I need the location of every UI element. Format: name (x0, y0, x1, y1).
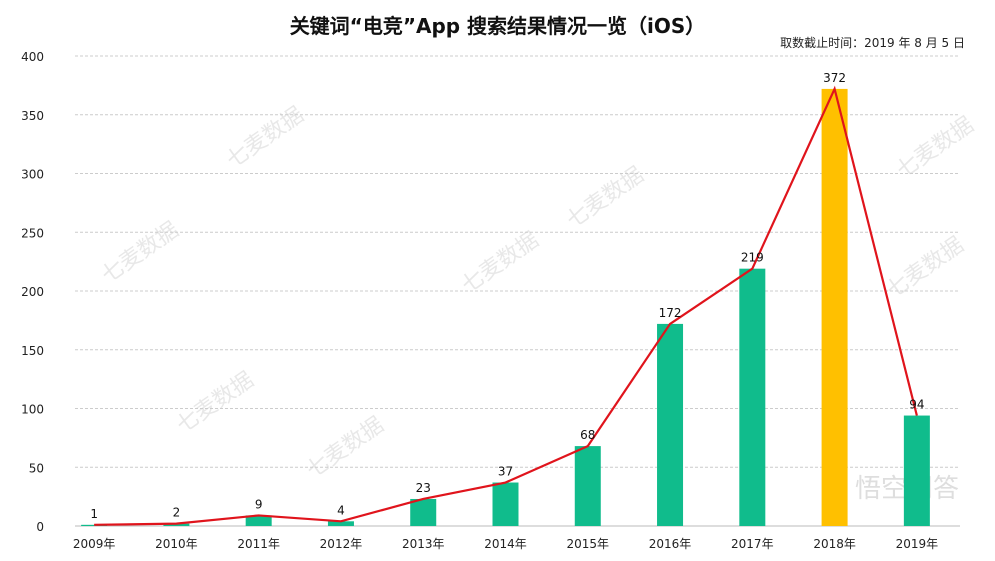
x-tick-label: 2012年 (320, 537, 363, 551)
data-cutoff-note: 取数截止时间：2019 年 8 月 5 日 (780, 36, 965, 50)
data-label: 94 (909, 398, 924, 412)
bar (327, 521, 354, 526)
bar (739, 268, 766, 526)
x-tick-label: 2019年 (896, 537, 939, 551)
data-label: 219 (741, 251, 764, 265)
bar (574, 446, 601, 526)
y-tick-label: 100 (21, 403, 44, 417)
x-tick-label: 2015年 (566, 537, 609, 551)
data-label: 372 (823, 71, 846, 85)
bar (492, 482, 519, 526)
data-label: 37 (498, 465, 513, 479)
data-label: 172 (659, 306, 682, 320)
data-label: 68 (580, 428, 595, 442)
x-tick-label: 2017年 (731, 537, 774, 551)
x-tick-label: 2011年 (237, 537, 280, 551)
bar (903, 415, 930, 526)
chart-title: 关键词“电竞”App 搜索结果情况一览（iOS） (289, 14, 706, 38)
bar (410, 498, 437, 526)
bar (821, 88, 848, 527)
trend-line (94, 85, 918, 526)
data-label: 23 (416, 481, 431, 495)
x-tick-label: 2016年 (649, 537, 692, 551)
x-tick-label: 2014年 (484, 537, 527, 551)
bar (163, 523, 190, 526)
data-label: 4 (337, 503, 345, 517)
x-tick-label: 2013年 (402, 537, 445, 551)
y-tick-label: 150 (21, 344, 44, 358)
x-tick-label: 2018年 (813, 537, 856, 551)
y-tick-label: 50 (29, 461, 44, 475)
bar (81, 524, 108, 526)
x-tick-label: 2009年 (73, 537, 116, 551)
y-tick-label: 350 (21, 109, 44, 123)
data-label: 9 (255, 497, 263, 511)
data-label: 1 (90, 507, 98, 521)
y-tick-label: 400 (21, 50, 44, 64)
y-tick-label: 200 (21, 285, 44, 299)
bar (657, 323, 684, 526)
bar (245, 515, 272, 526)
y-tick-label: 0 (36, 520, 44, 534)
x-tick-label: 2010年 (155, 537, 198, 551)
y-tick-label: 250 (21, 226, 44, 240)
y-tick-label: 300 (21, 168, 44, 182)
data-label: 2 (173, 506, 181, 520)
